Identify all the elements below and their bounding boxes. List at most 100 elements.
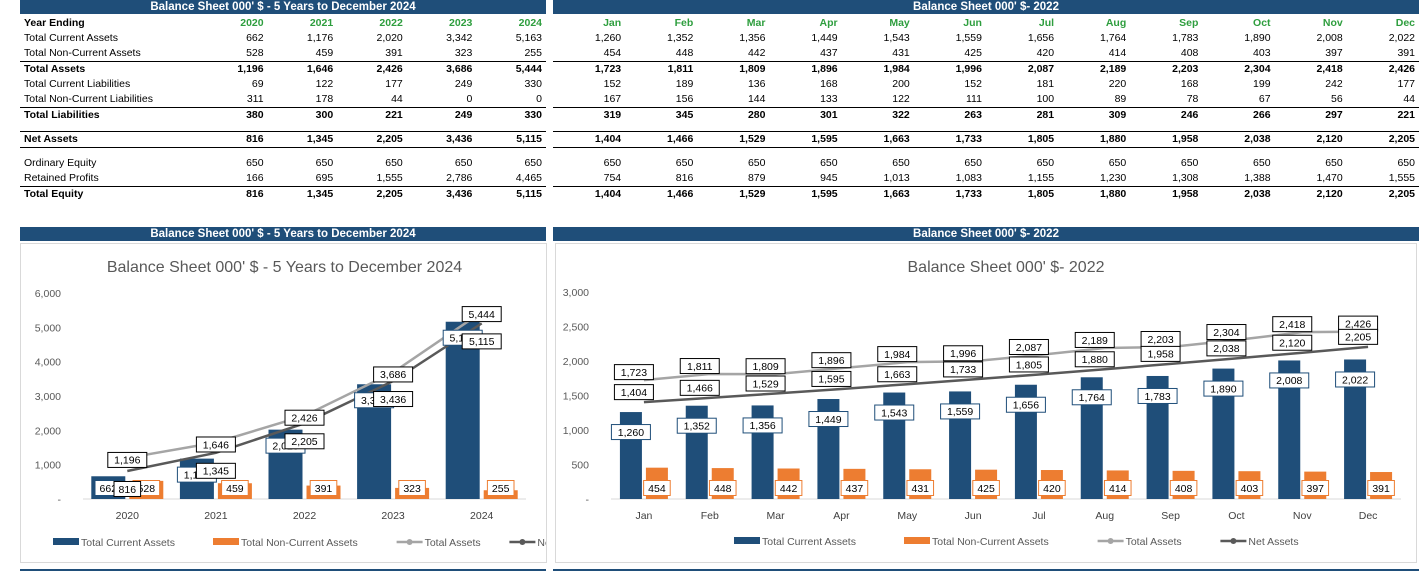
table-cell: 391 — [385, 47, 403, 59]
data-label-net-assets: 1,404 — [621, 387, 647, 399]
y-tick-label: 2,000 — [563, 356, 589, 368]
data-label-non-current: 323 — [403, 483, 421, 495]
bar-total-current-assets — [1344, 359, 1367, 499]
table-cell: 1,733 — [913, 186, 986, 202]
data-label-total-assets-box — [373, 366, 414, 383]
chart-title: Balance Sheet 000' $ - 5 Years to Decemb… — [107, 259, 462, 276]
x-tick-label: Sep — [1161, 510, 1180, 522]
table-cell: 650 — [1036, 157, 1055, 169]
x-tick-label: Feb — [701, 510, 719, 522]
table-cell: 650 — [603, 157, 622, 169]
table-cell: 380 — [198, 107, 268, 123]
annual-balance-table: Year Ending 2020 2021 2022 2023 2024 Total Cur… — [20, 16, 546, 202]
legend-label: Total Non-Current Assets — [241, 537, 358, 549]
table-cell: 166 — [246, 172, 264, 184]
table-cell: 2,120 — [1274, 131, 1347, 148]
data-label-non-current: 408 — [1175, 483, 1193, 495]
data-label-net-assets: 1,345 — [203, 466, 229, 478]
table-header-row: Year Ending 2020 2021 2022 2023 2024 — [20, 16, 546, 31]
table-cell: 1,880 — [1058, 131, 1131, 148]
table-cell: 650 — [747, 157, 766, 169]
table-cell: 246 — [1130, 107, 1203, 123]
row-label: Retained Profits — [24, 172, 99, 184]
table-cell: 2,020 — [376, 32, 403, 44]
table-cell: 437 — [820, 47, 838, 59]
spacer-row — [20, 148, 546, 157]
column-header: Jul — [1038, 17, 1055, 29]
table-row: 1,260 1,352 1,356 1,449 1,543 1,559 1,656 1,764… — [553, 31, 1419, 46]
data-label-net-assets-box — [679, 379, 720, 396]
data-label-non-current: 391 — [1372, 483, 1390, 495]
table-cell: 1,345 — [267, 186, 338, 202]
table-row: 167 156 144 133 122 111 100 89 78 67 56 44 — [553, 92, 1419, 108]
data-label-non-current: 454 — [648, 483, 666, 495]
table-cell: 221 — [1346, 107, 1419, 123]
data-label-total-assets-box — [1074, 331, 1115, 348]
table-row: Retained Profits 166 695 1,555 2,786 4,465 — [20, 171, 546, 187]
data-label-net-assets-box — [1272, 334, 1313, 351]
data-label-total-assets: 1,646 — [203, 439, 229, 451]
y-tick-label: 500 — [571, 460, 589, 472]
table-cell: 1,663 — [841, 131, 914, 148]
data-label-total-assets: 1,723 — [621, 367, 647, 379]
table-cell: 1,984 — [841, 61, 914, 77]
table-cell: 78 — [1186, 93, 1199, 105]
table-cell: 816 — [198, 186, 268, 202]
data-label-non-current-box — [1367, 480, 1395, 496]
data-label-net-assets: 2,205 — [291, 436, 317, 448]
table-cell: 650 — [1325, 157, 1343, 169]
data-label-non-current-box — [972, 480, 1000, 496]
table-cell: 1,811 — [625, 61, 698, 77]
table-cell: 1,449 — [811, 32, 838, 44]
data-label-current-box — [940, 403, 981, 420]
table-cell: 650 — [454, 157, 473, 169]
column-header: 2022 — [379, 17, 403, 29]
x-tick-label: 2022 — [293, 510, 317, 522]
data-label-current: 1,356 — [749, 420, 775, 432]
table-cell: 1,595 — [769, 131, 842, 148]
data-label-net-assets: 1,663 — [884, 369, 910, 381]
data-label-current-box — [676, 417, 717, 434]
table-cell: 2,120 — [1274, 186, 1347, 202]
data-label-non-current-box — [906, 480, 935, 496]
bar-total-current-assets — [1080, 377, 1103, 499]
data-label-net-assets-box — [373, 391, 414, 408]
table-cell: 168 — [820, 78, 838, 90]
table-cell: 1,356 — [739, 32, 766, 44]
bar-total-current-assets — [1014, 384, 1037, 499]
table-cell: 431 — [892, 47, 910, 59]
data-label-non-current-box — [398, 480, 426, 496]
table-cell: 650 — [1397, 157, 1415, 169]
x-tick-label: 2020 — [116, 510, 140, 522]
x-tick-label: Apr — [833, 510, 850, 522]
data-label-current-box — [808, 411, 849, 428]
table-cell: 1,555 — [1388, 172, 1415, 184]
data-label-total-assets: 2,304 — [1213, 327, 1239, 339]
spacer-row — [553, 123, 1419, 132]
table-cell: 266 — [1202, 107, 1275, 123]
table-cell: 1,805 — [985, 131, 1059, 148]
table-cell: 2,418 — [1274, 61, 1347, 77]
bottom-rule-right — [553, 569, 1419, 571]
table-cell: 199 — [1253, 78, 1271, 90]
data-label-net-assets: 1,880 — [1082, 354, 1108, 366]
table-cell: 2,087 — [985, 61, 1059, 77]
y-tick-label: 1,500 — [563, 391, 589, 403]
table-cell: 2,008 — [1316, 32, 1343, 44]
data-label-total-assets: 3,686 — [380, 369, 406, 381]
table-cell: 345 — [625, 107, 698, 123]
column-header: 2020 — [240, 17, 264, 29]
table-cell: 1,890 — [1244, 32, 1271, 44]
data-label-net-assets: 1,733 — [950, 364, 976, 376]
table-cell: 662 — [246, 32, 264, 44]
table-row: Total Equity 816 1,345 2,205 3,436 5,115 — [20, 186, 546, 202]
row-label: Total Assets — [20, 61, 198, 77]
data-label-non-current: 425 — [977, 483, 995, 495]
table-row: 650 650 650 650 650 650 650 650 650 650 650 650 — [553, 156, 1419, 171]
data-label-net-assets-box — [1206, 340, 1247, 357]
data-label-total-assets-box — [877, 346, 918, 363]
table-cell: 650 — [1253, 157, 1271, 169]
data-label-total-assets-box — [1272, 316, 1313, 333]
table-cell: 1,529 — [697, 186, 770, 202]
data-label-current: 1,352 — [684, 421, 710, 433]
